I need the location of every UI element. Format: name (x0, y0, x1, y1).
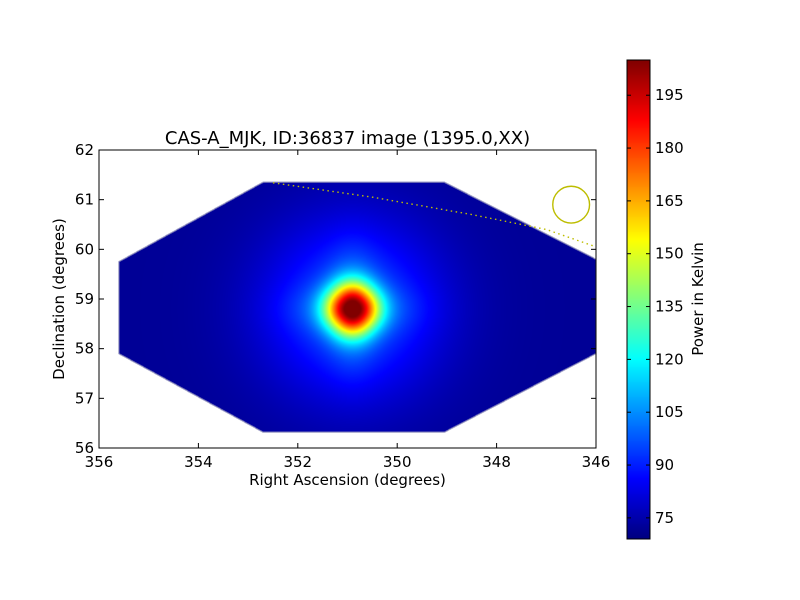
y-axis-label: Declination (degrees) (50, 218, 68, 380)
footprint-edge (118, 181, 596, 433)
x-tick-label: 356 (85, 453, 114, 471)
colorbar: 75 90 105 120 135 150 165 180 195 (626, 59, 684, 540)
colorbar-tick-label: 135 (655, 298, 684, 316)
x-tick-label: 354 (184, 453, 213, 471)
colorbar-label: Power in Kelvin (689, 242, 707, 356)
y-tick-label: 61 (75, 191, 94, 209)
heatmap-raster (99, 150, 596, 448)
plot-area (99, 150, 596, 448)
colorbar-frame (626, 59, 651, 540)
y-tick-label: 62 (75, 141, 94, 159)
y-tick-label: 58 (75, 340, 94, 358)
colorbar-ticks: 75 90 105 120 135 150 165 180 195 (627, 86, 684, 527)
colorbar-tick-label: 90 (655, 456, 674, 474)
y-tick-label: 56 (75, 439, 94, 457)
colorbar-tick-label: 75 (655, 509, 674, 527)
colorbar-tick-label: 120 (655, 350, 684, 368)
y-axis: 56 57 58 59 60 61 62 (75, 141, 596, 457)
colorbar-tick-label: 150 (655, 245, 684, 263)
colorbar-tick-label: 105 (655, 403, 684, 421)
y-tick-label: 59 (75, 290, 94, 308)
chart-title: CAS-A_MJK, ID:36837 image (1395.0,XX) (165, 128, 530, 149)
beam-circle (552, 185, 591, 224)
heatmap-image (99, 150, 596, 448)
colorbar-tick-label: 195 (655, 86, 684, 104)
y-tick-label: 60 (75, 240, 94, 258)
x-tick-label: 348 (482, 453, 511, 471)
x-tick-label: 352 (283, 453, 312, 471)
colorbar-tick-label: 165 (655, 192, 684, 210)
x-axis: 356 354 352 350 348 346 (85, 150, 611, 471)
x-tick-label: 346 (582, 453, 611, 471)
horizon-track (272, 182, 596, 248)
y-tick-label: 57 (75, 389, 94, 407)
x-tick-label: 350 (383, 453, 412, 471)
colorbar-gradient (627, 60, 650, 539)
x-axis-label: Right Ascension (degrees) (249, 471, 446, 489)
colorbar-tick-label: 180 (655, 139, 684, 157)
